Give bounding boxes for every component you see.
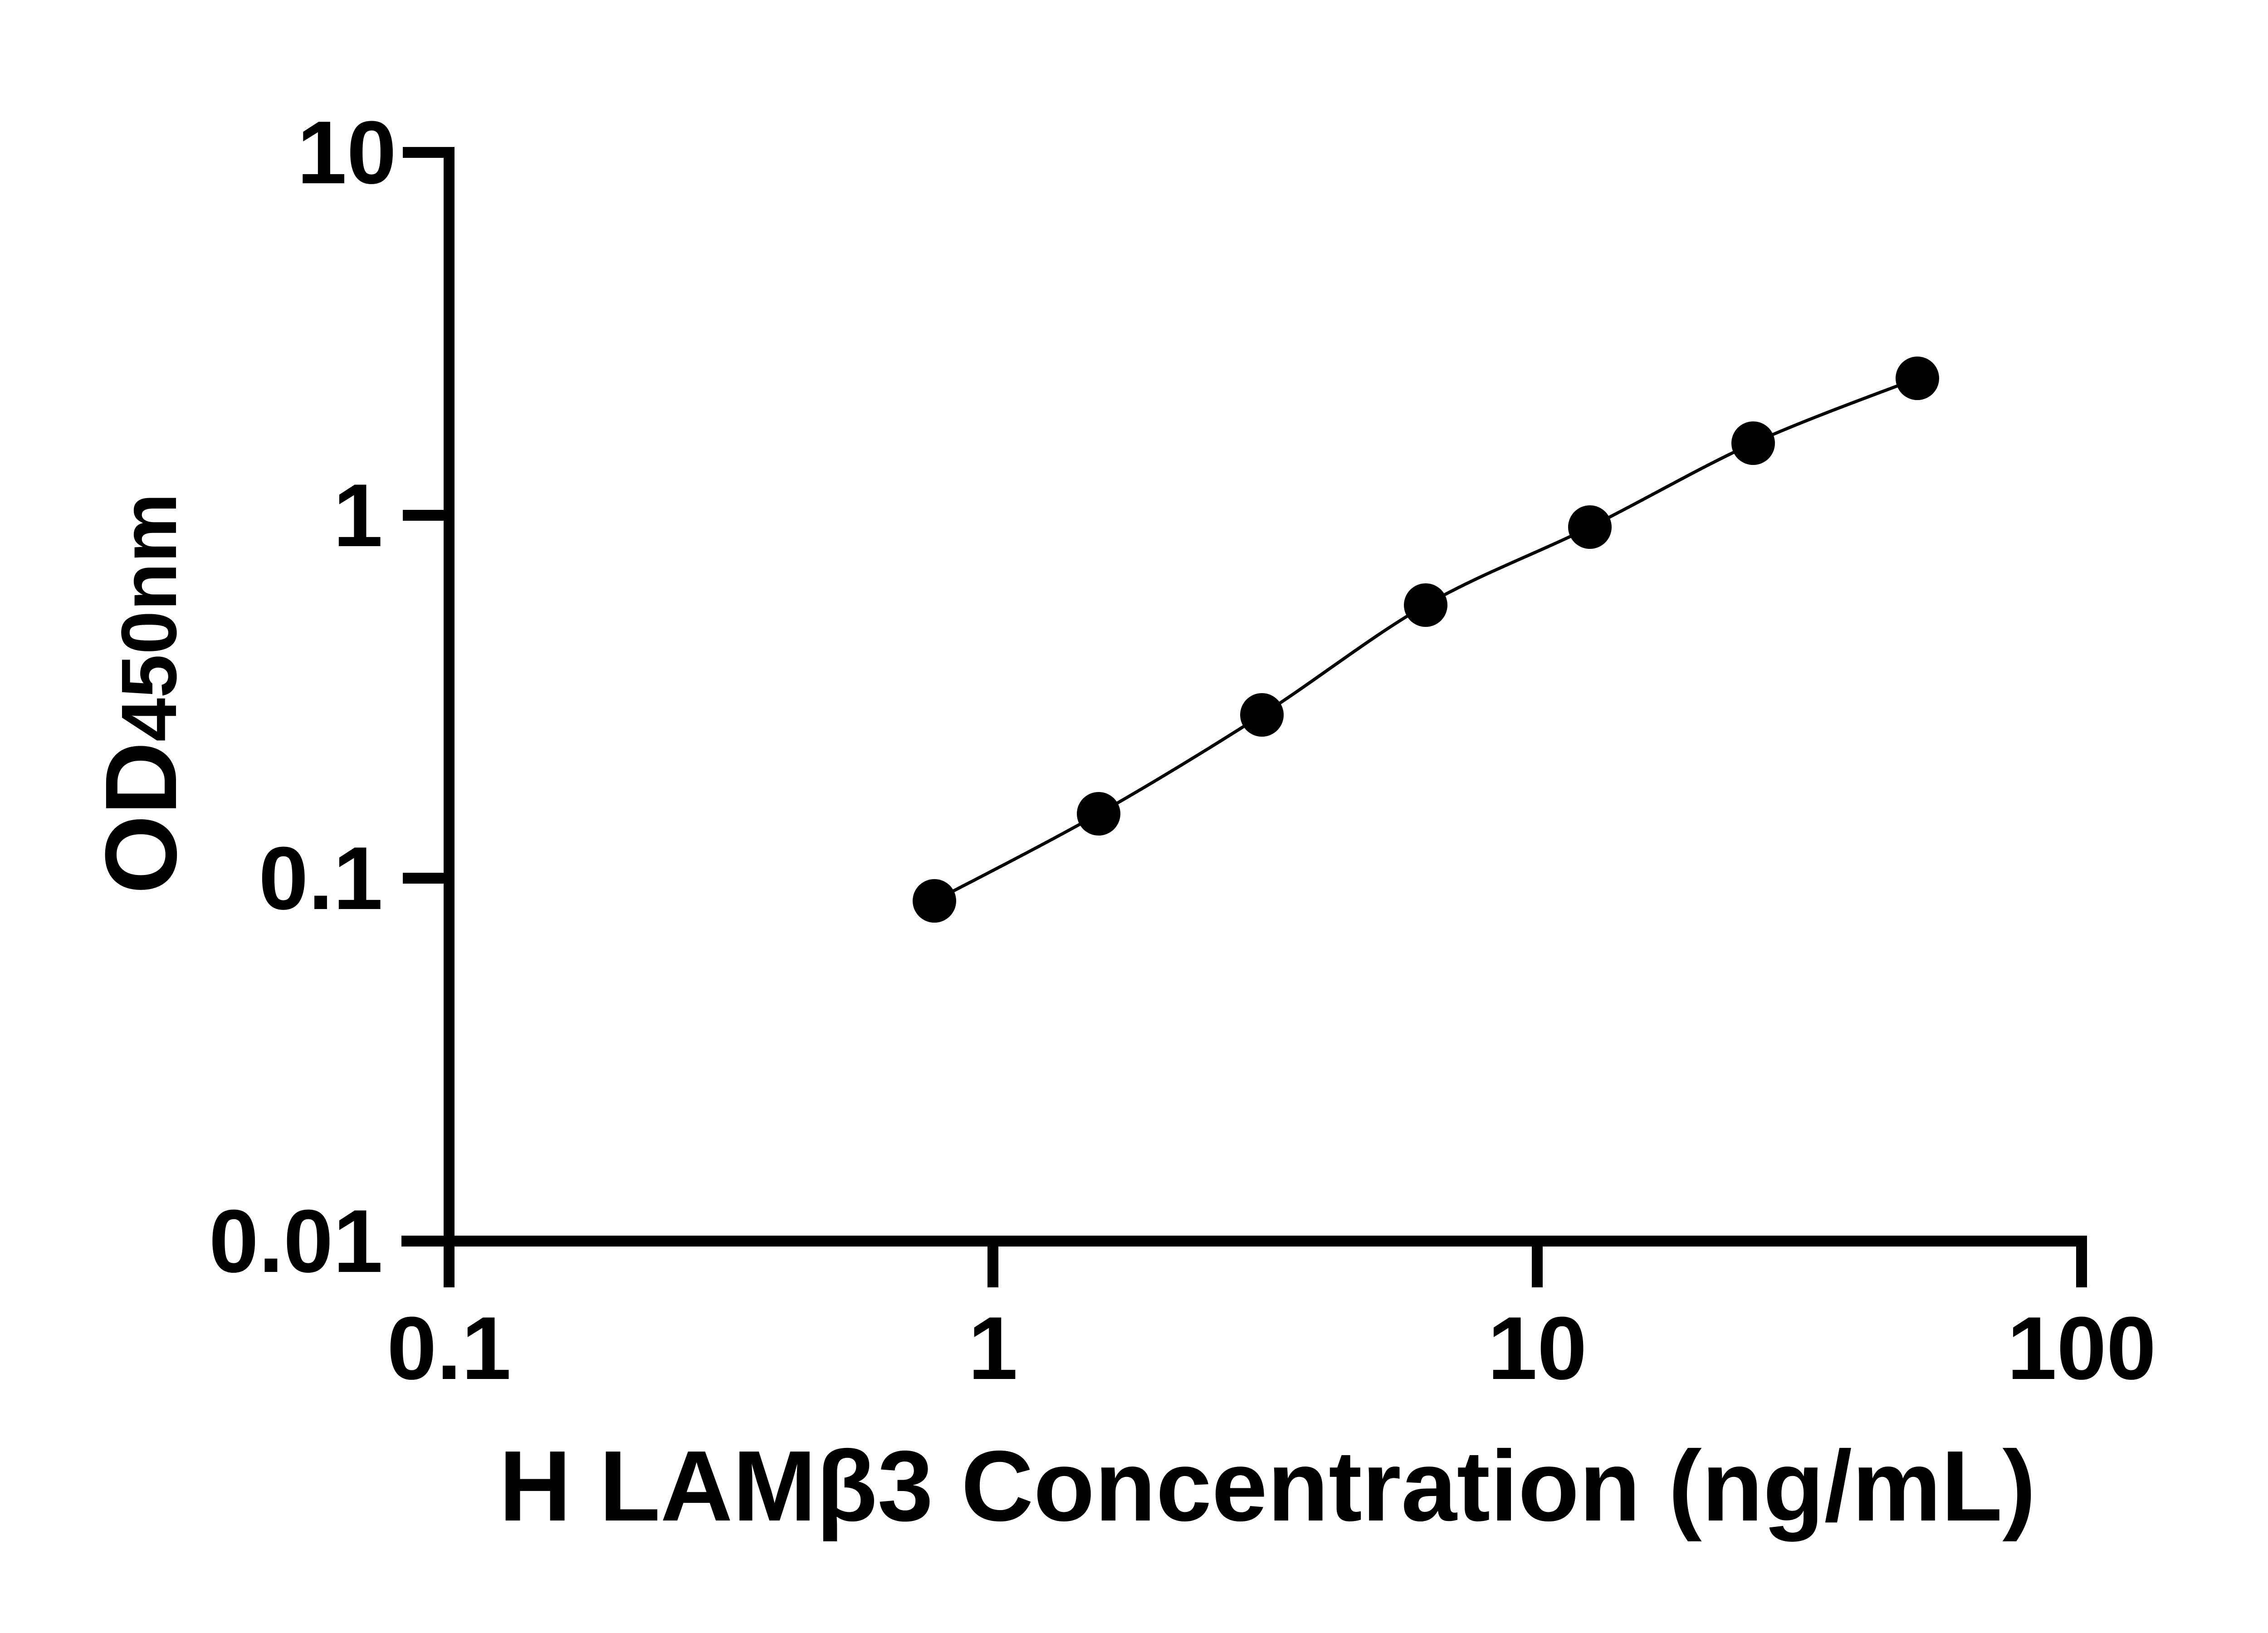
svg-text:OD450nm: OD450nm bbox=[84, 493, 198, 894]
svg-text:0.01: 0.01 bbox=[209, 1191, 383, 1291]
svg-text:10: 10 bbox=[297, 103, 396, 202]
svg-text:1: 1 bbox=[968, 1298, 1018, 1398]
svg-text:0.1: 0.1 bbox=[387, 1298, 511, 1398]
svg-text:10: 10 bbox=[1487, 1298, 1587, 1398]
svg-text:100: 100 bbox=[2007, 1298, 2156, 1398]
svg-text:H LAMβ3 Concentration (ng/mL): H LAMβ3 Concentration (ng/mL) bbox=[499, 1430, 2036, 1542]
svg-text:1: 1 bbox=[333, 465, 383, 565]
svg-text:0.1: 0.1 bbox=[259, 828, 383, 928]
